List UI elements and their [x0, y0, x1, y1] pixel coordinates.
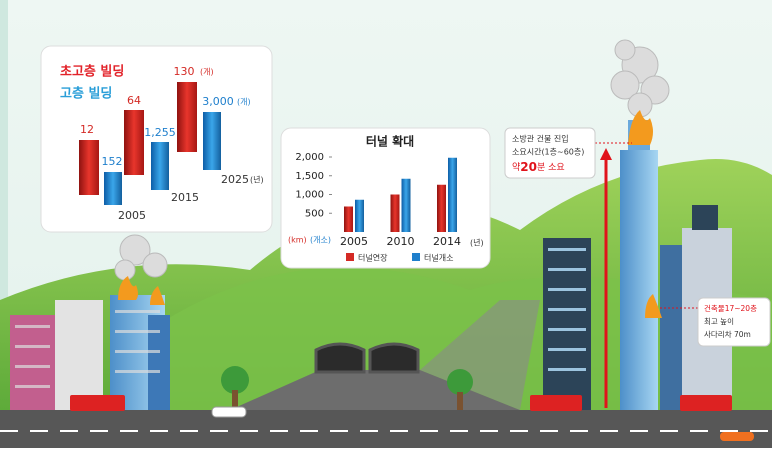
unit-label: (개): [237, 97, 251, 107]
windows: [548, 248, 586, 371]
chart-title: 터널 확대: [366, 134, 414, 149]
legend-high: 고층 빌딩: [60, 86, 112, 102]
y-tick-label: 1,500: [295, 171, 324, 182]
value-label: 12: [80, 123, 94, 136]
unit-label: (km): [288, 236, 307, 245]
callout-line: 소방관 건물 진입: [512, 134, 569, 144]
legend-super: 초고층 빌딩: [60, 64, 124, 80]
building: [543, 238, 591, 410]
value-label: 1,255: [144, 126, 176, 139]
value-label: 152: [102, 155, 123, 168]
side-road: [420, 300, 540, 410]
windows: [15, 310, 160, 388]
x-tick-label: 2005: [340, 235, 368, 248]
callout-line: 건축물17~20층: [704, 303, 757, 313]
road: [0, 410, 772, 448]
y-tick-label: 500: [305, 208, 324, 219]
y-tick-label: 2,000: [295, 152, 324, 163]
bar: [401, 178, 411, 232]
y-tick-label: 1,000: [295, 190, 324, 201]
callout-line: 소요시간(1층~60층): [512, 147, 584, 157]
year-label: 2025: [221, 173, 249, 186]
legend-label: 터널연장: [358, 253, 388, 263]
fire-trucks: [70, 395, 754, 441]
time-suffix: 분 소요: [537, 162, 565, 173]
unit-label: (개소): [310, 235, 331, 245]
value-label: 3,000: [202, 95, 234, 108]
trees: [221, 366, 473, 410]
bar: [355, 199, 364, 232]
fire: [118, 110, 662, 318]
x-tick-label: 2014: [433, 235, 461, 248]
unit-label: (년): [250, 175, 264, 185]
unit-label: (년): [470, 238, 484, 248]
callout-time: 약20분 소요: [512, 160, 565, 174]
bar: [448, 157, 457, 232]
smoke: [114, 39, 670, 281]
bar: [390, 194, 400, 232]
value-label: 130: [174, 65, 195, 78]
year-label: 2005: [118, 209, 146, 222]
tunnel-panel: [280, 127, 491, 269]
callout-line: 사다리차 70m: [704, 330, 751, 339]
tunnel-road: [230, 370, 520, 410]
legend-label: 터널개소: [424, 253, 453, 263]
bar: [437, 184, 446, 232]
callout-line: 최고 높이: [704, 316, 734, 326]
year-label: 2015: [171, 191, 199, 204]
building: [55, 300, 103, 410]
skyscraper: [620, 150, 658, 410]
iso-bars: [79, 82, 221, 205]
border: [0, 0, 8, 448]
tunnels: [314, 342, 420, 374]
building: [10, 315, 55, 410]
x-tick-label: 2010: [387, 235, 415, 248]
fire-callout: [504, 127, 596, 179]
building: [660, 245, 682, 410]
bar: [344, 206, 353, 232]
building-top: [692, 205, 718, 230]
ladder-callout: [697, 297, 771, 347]
unit-label: (개): [200, 67, 214, 77]
arrow-head: [600, 148, 612, 160]
value-label: 64: [127, 94, 141, 107]
time-value: 20: [520, 160, 537, 174]
building: [148, 315, 170, 410]
legend-swatch: [412, 253, 420, 261]
legend-swatch: [346, 253, 354, 261]
time-prefix: 약: [512, 161, 520, 173]
